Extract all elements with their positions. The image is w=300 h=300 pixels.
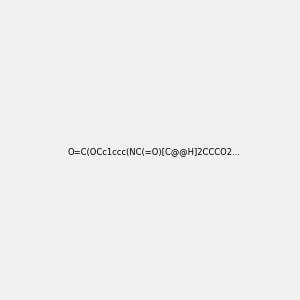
Text: O=C(OCc1ccc(NC(=O)[C@@H]2CCCO2...: O=C(OCc1ccc(NC(=O)[C@@H]2CCCO2... (67, 147, 240, 156)
